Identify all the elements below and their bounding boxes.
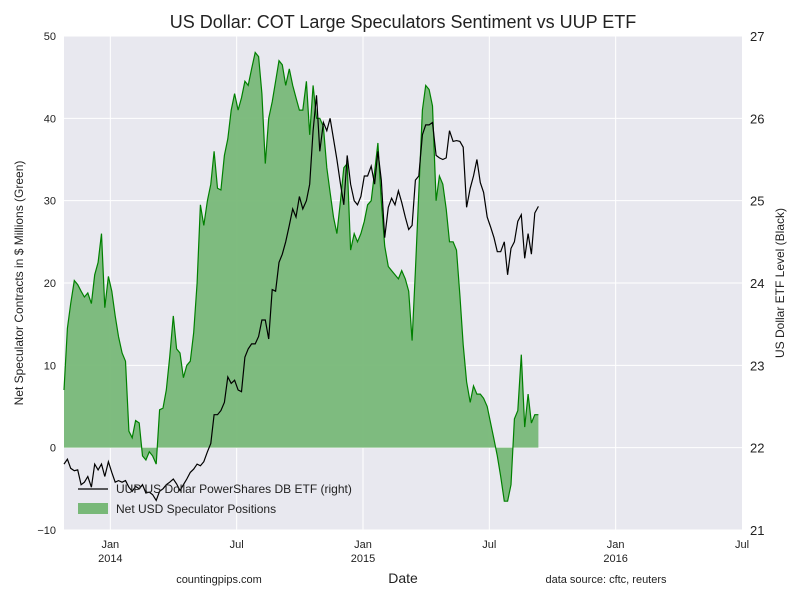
chart-title: US Dollar: COT Large Speculators Sentime…	[170, 12, 637, 32]
left-axis-ticks: −10 0 10 20 30 40 50	[37, 31, 56, 537]
area-layer	[63, 51, 539, 502]
left-tick-label: 30	[44, 196, 56, 208]
left-tick-label: −10	[37, 525, 56, 537]
left-tick-label: 20	[44, 278, 56, 290]
x-tick-year-label: 2016	[603, 553, 627, 565]
right-tick-label: 27	[750, 29, 764, 44]
line-layer	[63, 95, 539, 502]
right-tick-label: 25	[750, 194, 764, 209]
legend-area-label: Net USD Speculator Positions	[116, 502, 276, 516]
footer-site-note: countingpips.com	[176, 574, 262, 586]
x-axis-ticks: Jan 2014 Jul Jan 2015 Jul Jan 2016 Jul	[98, 539, 749, 565]
x-tick-label: Jul	[482, 539, 496, 551]
legend: UUP US Dollar PowerShares DB ETF (right)…	[78, 482, 352, 516]
footer-source-note: data source: cftc, reuters	[545, 574, 667, 586]
left-tick-label: 0	[50, 443, 56, 455]
x-axis-label: Date	[388, 570, 418, 586]
right-tick-label: 24	[750, 276, 764, 291]
x-tick-year-label: 2014	[98, 553, 122, 565]
uup-etf-line	[63, 95, 539, 502]
x-tick-label: Jan	[607, 539, 625, 551]
right-axis-label: US Dollar ETF Level (Black)	[773, 208, 787, 358]
right-tick-label: 26	[750, 111, 764, 126]
x-tick-label: Jan	[101, 539, 119, 551]
legend-etf-label: UUP US Dollar PowerShares DB ETF (right)	[116, 482, 352, 496]
right-tick-label: 23	[750, 358, 764, 373]
net-speculator-area	[64, 52, 539, 502]
net-speculator-edge	[63, 51, 539, 502]
x-tick-label: Jan	[354, 539, 372, 551]
x-tick-label: Jul	[230, 539, 244, 551]
left-tick-label: 40	[44, 113, 56, 125]
right-tick-label: 22	[750, 441, 764, 456]
x-tick-label: Jul	[735, 539, 749, 551]
x-tick-year-label: 2015	[351, 553, 375, 565]
right-axis-ticks: 21 22 23 24 25 26 27	[750, 29, 764, 538]
left-tick-label: 50	[44, 31, 56, 43]
legend-area-swatch	[78, 503, 108, 514]
left-tick-label: 10	[44, 360, 56, 372]
left-axis-label: Net Speculator Contracts in $ Millions (…	[12, 161, 26, 406]
right-tick-label: 21	[750, 523, 764, 538]
